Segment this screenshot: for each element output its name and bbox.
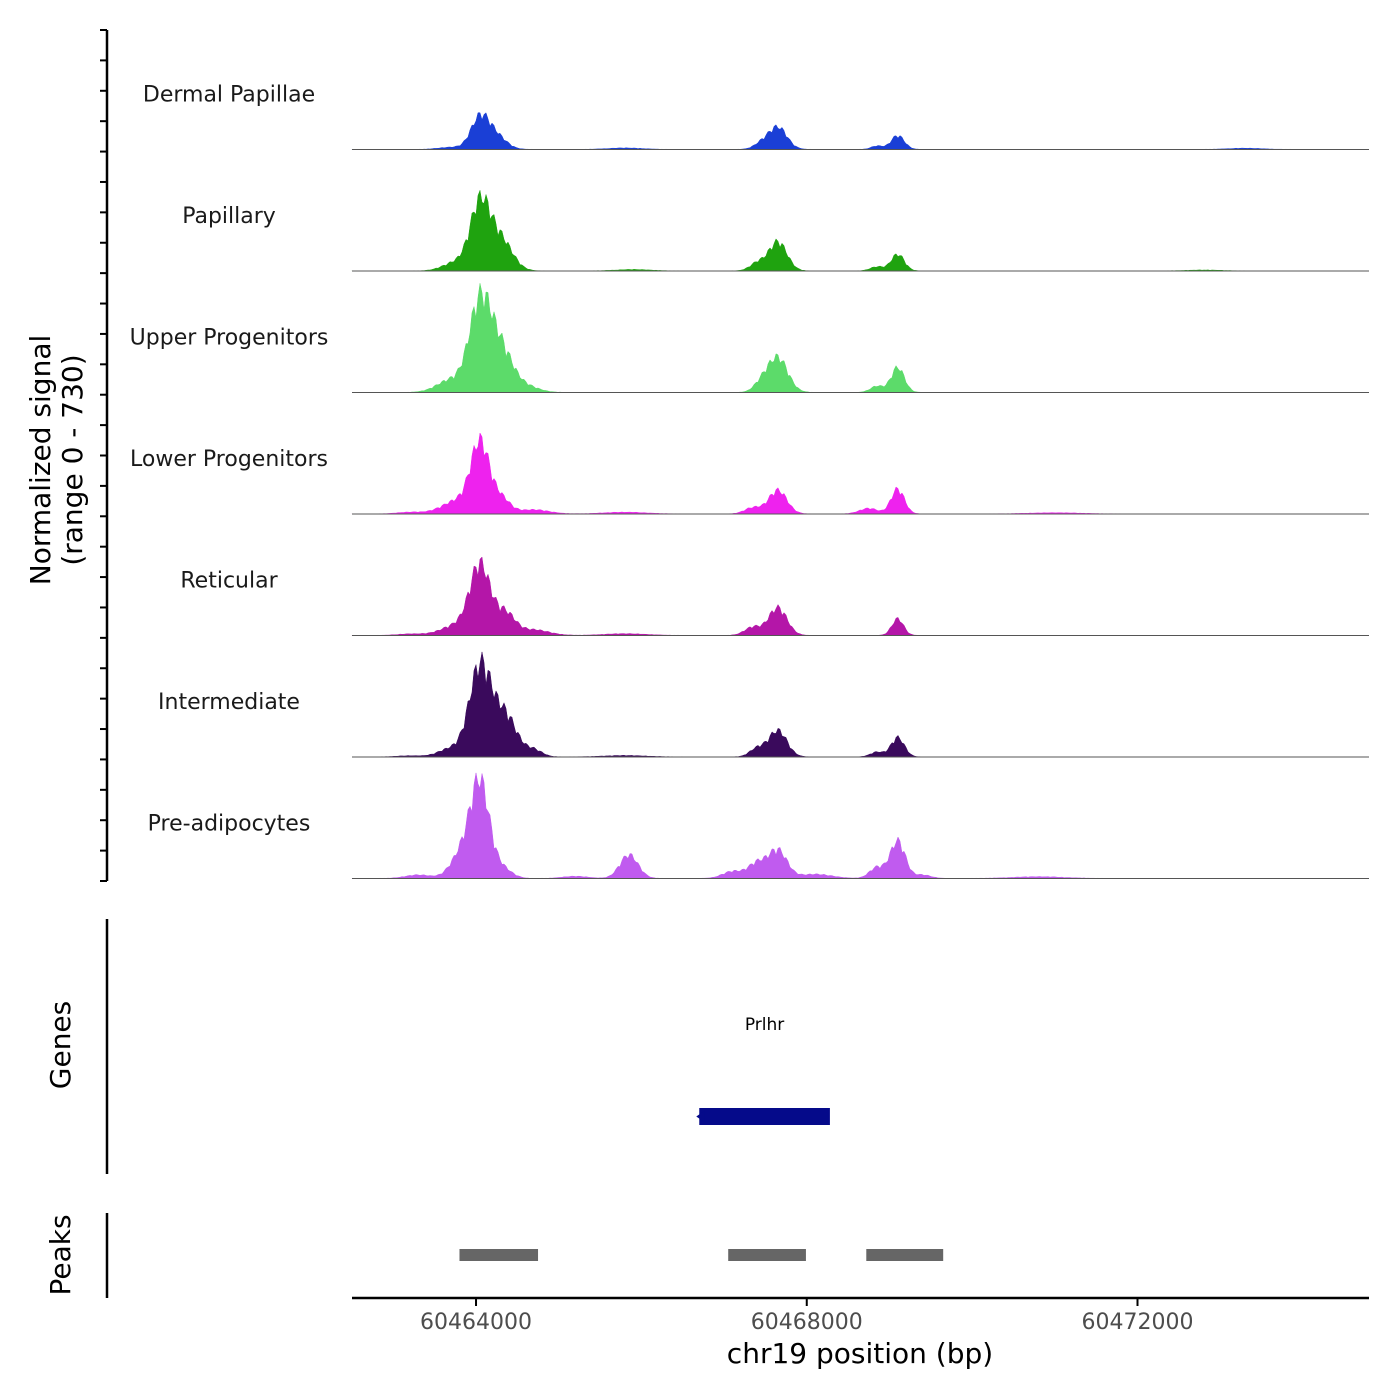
peaks-track-title: Peaks [44,1214,77,1295]
peak-region [459,1249,539,1261]
track-label: Intermediate [158,690,300,715]
y-axis-title-line2: (range 0 - 730) [56,354,89,565]
coverage-track: Papillary [182,189,1370,272]
genes-title-group: Genes [44,1001,77,1089]
track-label: Papillary [182,204,276,229]
peak-region [728,1249,806,1261]
coverage-area [351,283,1370,393]
peak-region [866,1249,944,1261]
coverage-area [351,651,1370,758]
coverage-area [351,112,1370,150]
signal-y-ticks [100,29,107,882]
coverage-track: Dermal Papillae [143,83,1370,150]
coverage-area [351,556,1370,636]
gene-model: Prlhr [696,1015,830,1125]
x-axis-title: chr19 position (bp) [727,1337,993,1370]
track-label: Pre-adipocytes [148,812,311,837]
coverage-area [351,772,1370,879]
x-axis-ticks: 60464000 60468000 60472000 [420,1298,1193,1335]
coverage-area [351,432,1370,515]
gene-label: Prlhr [745,1015,784,1035]
track-label: Upper Progenitors [130,326,329,351]
coverage-track: Pre-adipocytes [148,772,1370,879]
coverage-track: Intermediate [158,651,1370,758]
coverage-tracks: Dermal Papillae Papillary Upper Progenitor… [130,83,1370,879]
peaks-title-group: Peaks [44,1214,77,1295]
track-label: Lower Progenitors [130,447,328,472]
x-tick-label: 60468000 [751,1310,863,1335]
track-label: Reticular [180,569,278,594]
strand-arrow [696,1111,705,1122]
y-axis-title-line1: Normalized signal [24,335,57,586]
gene-exon [699,1108,830,1125]
track-label: Dermal Papillae [143,83,315,108]
coverage-area [351,189,1370,272]
genes-track-title: Genes [44,1001,77,1089]
genes-track: Prlhr [696,1015,830,1125]
coverage-track: Upper Progenitors [130,283,1370,393]
coverage-track: Lower Progenitors [130,432,1370,515]
x-tick-label: 60472000 [1081,1310,1193,1335]
y-axis-title-group: Normalized signal (range 0 - 730) [24,335,89,586]
coverage-track: Reticular [180,556,1370,636]
x-tick-label: 60464000 [420,1310,532,1335]
peaks-track [459,1249,944,1261]
